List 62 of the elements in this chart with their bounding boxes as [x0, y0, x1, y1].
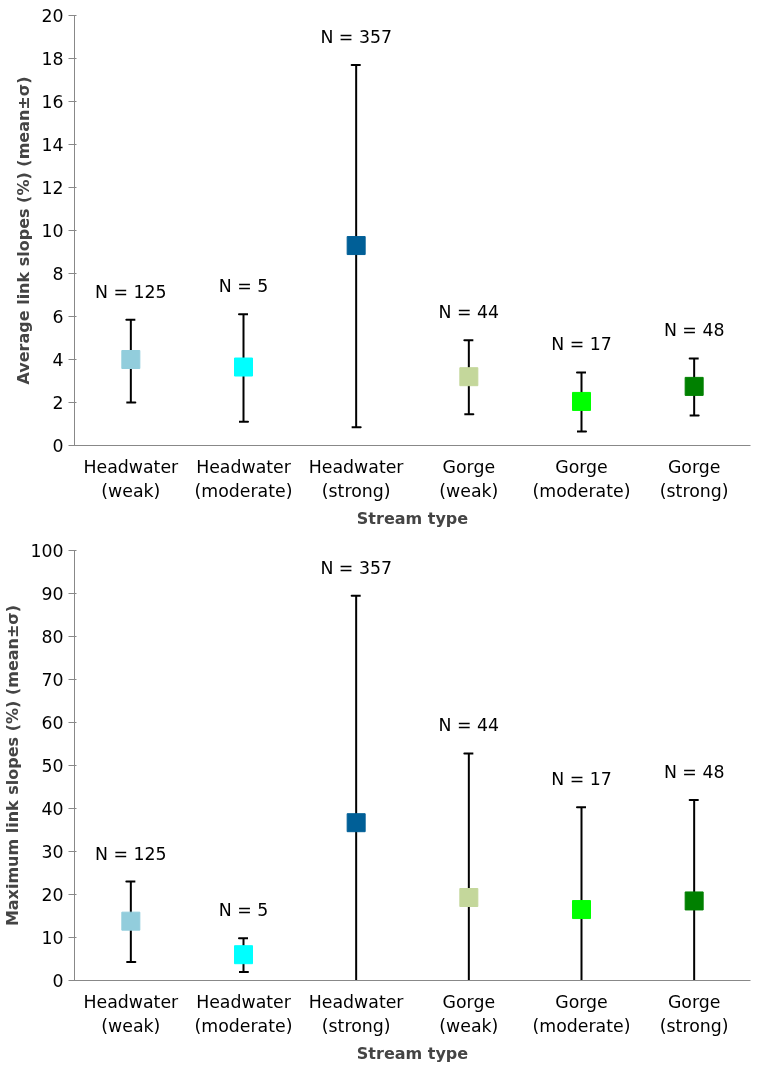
annotation: N = 17: [551, 769, 612, 790]
y-tick-label: 16: [41, 92, 64, 112]
y-tick-label: 10: [41, 221, 64, 241]
point: [346, 813, 366, 833]
y-tick-label: 80: [41, 627, 64, 647]
x-tick-label: Headwater (weak): [83, 456, 180, 501]
point: [572, 900, 591, 920]
annotation: N = 5: [218, 276, 269, 297]
y-tick-label: 40: [41, 799, 64, 819]
x-tick-label: Headwater (weak): [83, 991, 180, 1036]
y-tick-label: 20: [41, 885, 64, 905]
x-axis-title: Stream type: [356, 1043, 469, 1063]
point: [346, 236, 366, 256]
y-tick-label: 20: [41, 6, 64, 26]
x-tick-label: Headwater (moderate): [194, 456, 293, 501]
x-tick-label: Headwater (strong): [308, 991, 405, 1036]
annotation: N = 5: [218, 900, 269, 921]
point: [121, 350, 141, 369]
x-tick-label: Gorge (strong): [659, 456, 729, 501]
annotation: N = 357: [320, 26, 392, 47]
point: [459, 888, 479, 908]
y-tick-label: 100: [30, 541, 64, 561]
point: [684, 891, 704, 911]
x-tick-label: Gorge (moderate): [532, 456, 631, 501]
y-tick-label: 18: [41, 49, 64, 69]
y-tick-label: 50: [41, 756, 64, 776]
y-tick-label: 0: [52, 971, 64, 991]
x-tick-label: Headwater (strong): [308, 456, 405, 501]
y-tick-label: 30: [41, 842, 64, 862]
y-tick-label: 2: [52, 393, 64, 413]
annotation: N = 357: [320, 557, 392, 578]
annotation: N = 44: [438, 302, 500, 323]
y-tick-label: 4: [52, 350, 64, 370]
annotation: N = 48: [663, 761, 725, 782]
point: [121, 911, 141, 931]
y-tick-label: 0: [52, 436, 64, 456]
annotation: N = 125: [95, 281, 167, 302]
y-tick-label: 14: [41, 135, 64, 155]
annotation: N = 17: [551, 334, 612, 355]
annotation: N = 44: [438, 715, 500, 736]
x-axis-title: Stream type: [356, 508, 469, 528]
x-tick-label: Gorge (weak): [439, 991, 499, 1036]
y-tick-label: 6: [52, 307, 64, 327]
point: [459, 367, 479, 387]
y-axis-title: Average link slopes (%) (mean±σ): [14, 76, 34, 385]
point: [684, 376, 704, 396]
y-tick-label: 12: [41, 178, 64, 198]
y-tick-label: 90: [41, 584, 64, 604]
x-tick-label: Gorge (moderate): [532, 991, 631, 1036]
x-tick-label: Gorge (strong): [659, 991, 729, 1036]
y-tick-label: 10: [41, 928, 64, 948]
point: [234, 357, 253, 377]
x-tick-label: Gorge (weak): [439, 456, 499, 501]
point: [234, 945, 253, 965]
annotation: N = 48: [663, 320, 725, 341]
point: [572, 391, 591, 411]
x-tick-label: Headwater (moderate): [194, 991, 293, 1036]
y-tick-label: 70: [41, 670, 64, 690]
annotation: N = 125: [95, 843, 167, 864]
y-tick-label: 60: [41, 713, 64, 733]
y-tick-label: 8: [52, 264, 64, 284]
y-axis-title: Maximum link slopes (%) (mean±σ): [3, 604, 23, 927]
